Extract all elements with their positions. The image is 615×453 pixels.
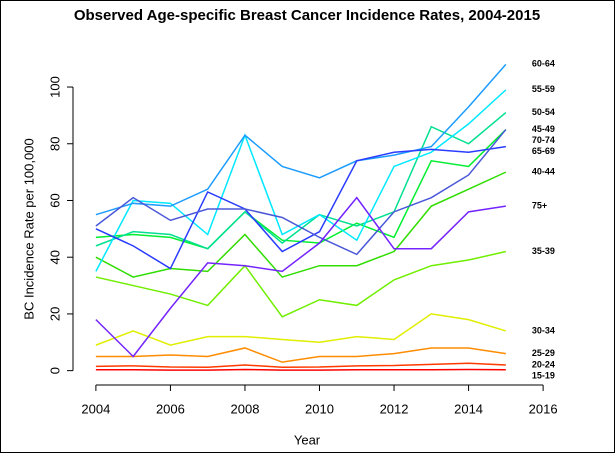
x-tick-label: 2012 (380, 401, 409, 416)
y-tick-label: 80 (47, 137, 62, 151)
series-label: 60-64 (532, 59, 555, 69)
y-tick-label: 60 (47, 193, 62, 207)
series-label: 55-59 (532, 84, 555, 94)
series-line (95, 171, 507, 278)
x-tick-label: 2006 (156, 401, 185, 416)
series-line (95, 347, 506, 363)
x-tick-label: 2016 (529, 401, 558, 416)
x-tick-label: 2014 (454, 401, 483, 416)
series-label: 70-74 (532, 135, 555, 145)
series-line (95, 63, 507, 216)
x-axis-label: Year (294, 432, 321, 447)
series-line (95, 313, 507, 346)
x-tick-label: 2008 (231, 401, 260, 416)
series-line (95, 89, 507, 272)
y-tick-label: 100 (47, 76, 62, 98)
y-tick-label: 40 (47, 250, 62, 264)
series-line (95, 145, 506, 270)
y-tick-label: 0 (47, 367, 62, 374)
series-label: 50-54 (532, 107, 555, 117)
series-line (95, 250, 507, 318)
series-label: 35-39 (532, 246, 555, 256)
series-label: 40-44 (532, 166, 555, 176)
y-axis-label: BC Incidence Rate per 100,000 (21, 138, 36, 319)
series-line (95, 129, 507, 256)
series-label: 25-29 (532, 348, 555, 358)
series-label: 75+ (532, 201, 547, 211)
series-label: 45-49 (532, 124, 555, 134)
series-label: 15-19 (532, 370, 555, 380)
series-line (95, 111, 507, 250)
series-line (95, 362, 506, 369)
y-tick-label: 20 (47, 307, 62, 321)
series-line (95, 196, 506, 358)
x-tick-label: 2010 (305, 401, 334, 416)
x-tick-label: 2004 (81, 401, 110, 416)
series-label: 20-24 (532, 359, 555, 369)
series-label: 30-34 (532, 325, 555, 335)
series-label: 65-69 (532, 146, 555, 156)
series-line (95, 368, 506, 371)
chart-title: Observed Age-specific Breast Cancer Inci… (74, 7, 540, 24)
